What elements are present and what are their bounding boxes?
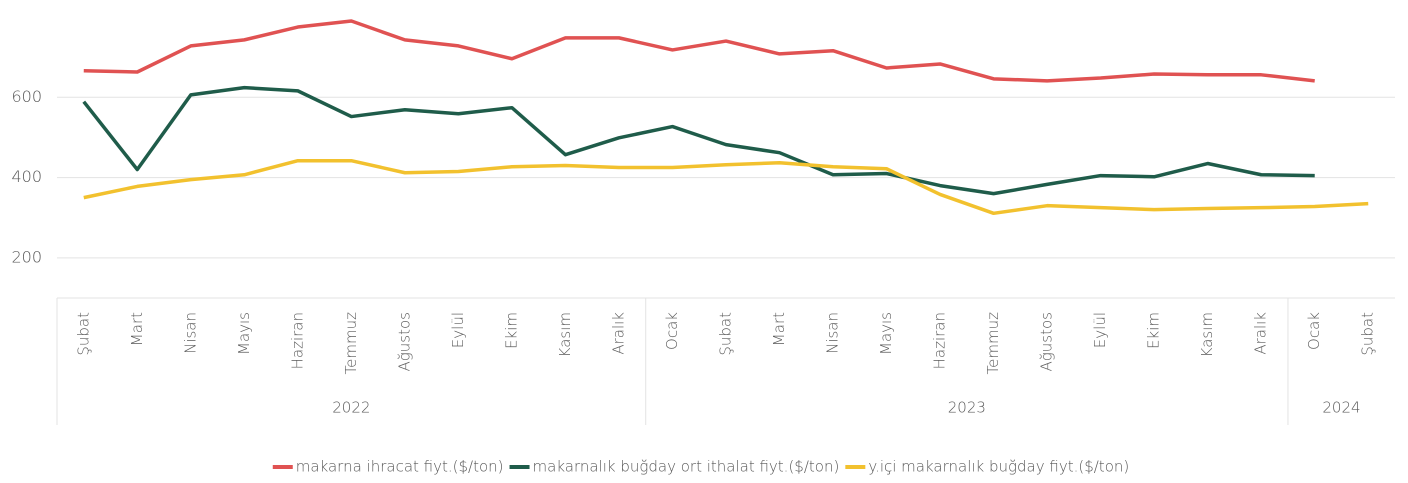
series-line [83,19,1315,83]
y-tick-label: 200 [11,247,42,266]
x-tick-label: Ocak [1305,312,1323,350]
x-tick-label: Ekim [1145,312,1163,349]
x-tick-label: Mart [128,312,146,346]
x-tick-label: Ağustos [1038,312,1056,371]
x-tick-label: Şubat [74,312,92,356]
legend-label: makarnalık buğday ort ithalat fiyt.($/to… [533,458,840,476]
x-tick-label: Mart [770,312,788,346]
x-tick-label: Ağustos [395,312,413,371]
x-tick-label: Temmuz [984,312,1002,375]
x-tick-label: Haziran [288,312,306,369]
x-tick-label: Haziran [931,312,949,369]
x-tick-label: Ocak [663,312,681,350]
x-tick-label: Şubat [1359,312,1377,356]
x-tick-label: Nisan [824,312,842,354]
series-line [82,85,1315,196]
legend: makarna ihracat fiyt.($/ton) makarnalık b… [272,458,1129,476]
x-tick-label: Aralık [609,312,627,355]
x-tick-label: Temmuz [342,312,360,375]
x-tick-label: Kasım [1198,312,1216,357]
legend-label: makarna ihracat fiyt.($/ton) [296,458,504,476]
y-tick-label: 600 [11,87,42,106]
x-tick-label: Aralık [1252,312,1270,355]
legend-label: y.içi makarnalık buğday fiyt.($/ton) [868,458,1129,476]
x-tick-label: Kasım [556,312,574,357]
series-line [83,158,1369,216]
x-group-label: 2022 [332,399,370,417]
x-tick-label: Mayıs [235,312,253,355]
x-tick-label: Ekim [502,312,520,349]
x-tick-label: Eylül [1091,312,1109,348]
y-tick-label: 400 [11,167,42,186]
x-group-label: 2023 [948,399,986,417]
x-tick-label: Eylül [449,312,467,348]
x-tick-label: Mayıs [877,312,895,355]
x-tick-label: Nisan [181,312,199,354]
x-group-label: 2024 [1322,399,1360,417]
x-tick-label: Şubat [717,312,735,356]
